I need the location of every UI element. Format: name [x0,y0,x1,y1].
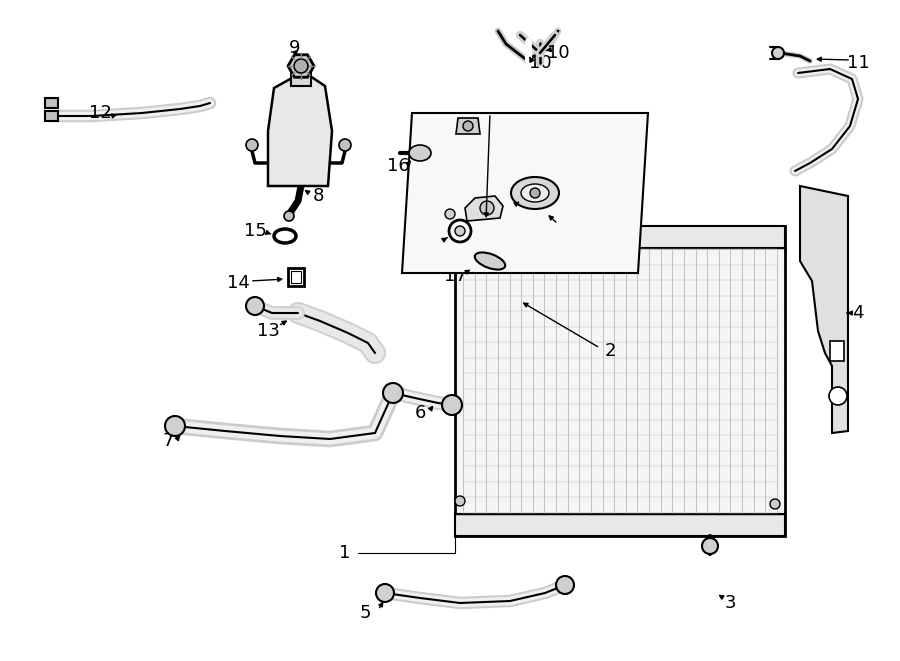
Text: 6: 6 [414,404,426,422]
Polygon shape [45,111,58,121]
Circle shape [294,59,308,73]
Text: 13: 13 [256,322,279,340]
Text: 7: 7 [162,432,174,450]
Bar [455,226,785,536]
Text: 17: 17 [444,267,466,285]
Text: 16: 16 [387,157,410,175]
Circle shape [480,201,494,215]
Polygon shape [268,76,332,186]
Text: 12: 12 [88,104,112,122]
Text: 1: 1 [339,544,351,562]
Circle shape [339,139,351,151]
Circle shape [455,226,465,236]
Bar [288,268,304,286]
Text: 14: 14 [227,274,249,292]
Text: 8: 8 [312,187,324,205]
Polygon shape [456,118,480,134]
Ellipse shape [409,145,431,161]
Bar [455,226,785,248]
Text: 10: 10 [546,44,570,62]
Circle shape [376,584,394,602]
Text: 9: 9 [289,39,301,57]
Bar [291,271,301,283]
Circle shape [702,538,718,554]
Circle shape [383,383,403,403]
Text: 19: 19 [556,217,580,235]
Circle shape [455,496,465,506]
Ellipse shape [511,177,559,209]
Circle shape [455,256,465,266]
Polygon shape [800,186,848,433]
Text: 2: 2 [604,342,616,360]
Circle shape [556,576,574,594]
Polygon shape [465,196,503,221]
Circle shape [829,387,847,405]
Circle shape [772,47,784,59]
Text: 11: 11 [847,54,869,72]
Ellipse shape [475,253,505,270]
Text: 4: 4 [852,304,864,322]
Circle shape [530,188,540,198]
Circle shape [284,211,294,221]
Text: 3: 3 [724,594,736,612]
Text: 5: 5 [359,604,371,622]
Circle shape [442,395,462,415]
Text: 18: 18 [424,232,446,250]
Bar [291,68,311,86]
Polygon shape [402,113,648,273]
Circle shape [246,297,264,315]
Circle shape [770,499,780,509]
Circle shape [445,209,455,219]
Circle shape [165,416,185,436]
Text: 10: 10 [528,54,552,72]
Text: 20: 20 [493,197,517,215]
Bar [830,341,844,361]
Text: 15: 15 [244,222,266,240]
Polygon shape [288,55,314,77]
Polygon shape [45,98,58,108]
Ellipse shape [521,184,549,202]
Bar [455,514,785,536]
Circle shape [463,121,473,131]
Circle shape [246,139,258,151]
